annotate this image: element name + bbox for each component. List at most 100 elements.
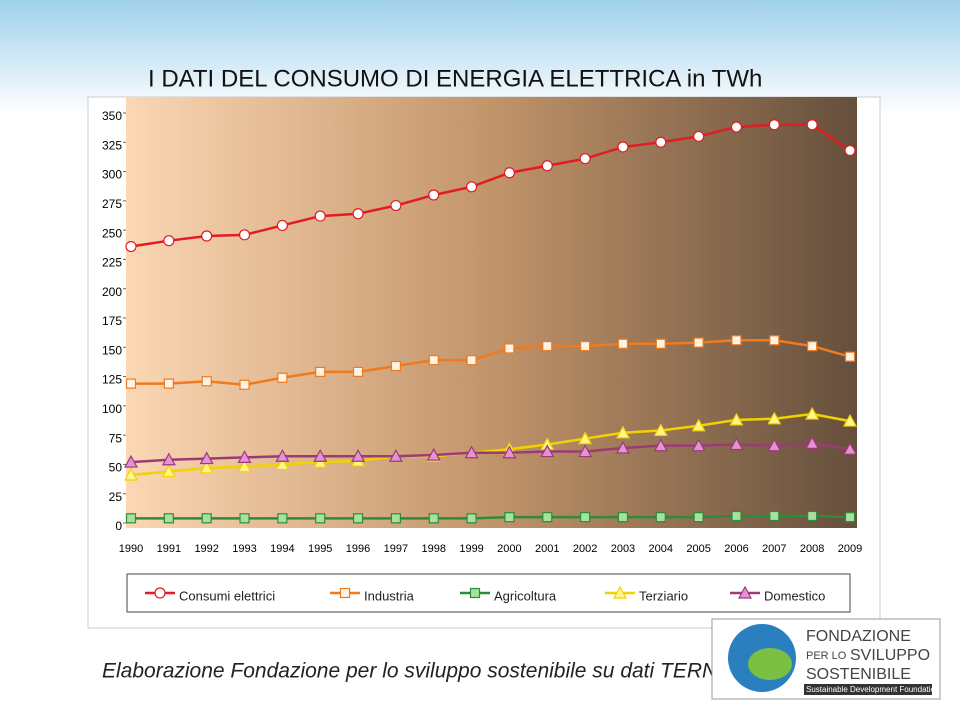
marker (428, 189, 440, 201)
marker (844, 351, 856, 362)
legend-label: Industria (364, 588, 415, 603)
marker (653, 423, 668, 437)
marker (731, 335, 742, 346)
marker (154, 587, 166, 599)
marker (769, 510, 780, 522)
marker (123, 467, 139, 481)
marker (466, 355, 477, 366)
marker (617, 512, 629, 523)
x-tick-label: 2005 (686, 543, 710, 555)
marker (352, 513, 364, 524)
marker (339, 587, 351, 599)
marker (737, 585, 753, 599)
line (131, 339, 851, 387)
marker (277, 513, 288, 524)
series (123, 436, 858, 468)
marker (805, 436, 820, 449)
x-tick-label: 2006 (724, 543, 748, 555)
marker (542, 341, 553, 352)
marker (390, 360, 401, 372)
legend-item: Consumi elettrici (145, 587, 275, 603)
logo-text: FONDAZIONE (806, 628, 911, 645)
logo-text: PER LO (806, 650, 847, 662)
marker (275, 457, 290, 471)
marker (655, 512, 666, 523)
y-tick-label: 200 (102, 285, 122, 299)
marker (201, 230, 213, 242)
line (130, 123, 851, 248)
marker (123, 454, 139, 468)
marker (541, 160, 553, 172)
x-tick-label: 1996 (346, 543, 370, 555)
legend-label: Consumi elettrici (179, 588, 275, 603)
marker (731, 510, 742, 522)
marker (428, 355, 439, 366)
series (125, 335, 856, 390)
marker (693, 130, 705, 143)
marker (351, 448, 366, 462)
y-tick-label: 125 (102, 373, 122, 387)
y-tick-label: 350 (102, 109, 122, 123)
marker (615, 440, 630, 454)
marker (691, 438, 706, 452)
marker (428, 513, 439, 524)
y-tick-label: 225 (102, 256, 122, 270)
x-tick-label: 2001 (535, 543, 559, 555)
marker (693, 512, 704, 523)
marker (239, 513, 250, 524)
x-tick-label: 2008 (800, 543, 824, 555)
marker (540, 444, 555, 458)
legend-item: Domestico (730, 585, 825, 603)
x-tick-label: 1991 (157, 543, 181, 555)
marker (125, 378, 137, 389)
marker (161, 464, 176, 478)
y-tick-label: 100 (102, 402, 122, 416)
logo: FONDAZIONE PER LO SVILUPPO SOSTENIBILE S… (711, 618, 941, 700)
y-tick-label: 75 (109, 431, 123, 445)
y-tick-label: 275 (102, 197, 122, 211)
marker (238, 229, 251, 241)
marker (580, 341, 591, 352)
marker (807, 341, 818, 352)
marker (844, 512, 856, 523)
chart-title: I DATI DEL CONSUMO DI ENERGIA ELETTRICA … (148, 65, 762, 92)
marker (352, 366, 364, 377)
marker (163, 378, 174, 389)
y-tick-label: 300 (102, 168, 122, 182)
marker (314, 210, 326, 222)
x-tick-label: 1994 (270, 543, 294, 555)
x-tick-label: 1995 (308, 543, 332, 555)
marker (769, 335, 780, 346)
legend-item: Terziario (605, 585, 688, 603)
x-tick-label: 2003 (611, 543, 635, 555)
line (130, 412, 851, 477)
marker (691, 418, 706, 432)
marker (466, 513, 477, 524)
marker (578, 431, 593, 445)
marker (201, 376, 212, 387)
marker (842, 413, 858, 427)
marker (729, 437, 744, 451)
marker (768, 119, 780, 131)
marker (352, 208, 364, 220)
marker (313, 448, 328, 462)
series (125, 510, 856, 524)
marker (578, 444, 593, 458)
marker (275, 448, 290, 462)
marker (315, 513, 326, 524)
marker (805, 406, 820, 420)
marker (767, 438, 782, 452)
marker (276, 219, 288, 232)
legend-label: Terziario (639, 588, 688, 603)
legend-label: Agricoltura (494, 588, 557, 603)
logo-text: Sustainable Development Foundation (806, 685, 939, 694)
y-tick-label: 250 (102, 226, 122, 240)
marker (617, 338, 629, 349)
marker (730, 121, 743, 133)
x-tick-label: 2004 (649, 543, 673, 555)
marker (655, 136, 667, 148)
marker (807, 510, 818, 522)
x-tick-label: 2002 (573, 543, 597, 555)
marker (390, 513, 401, 524)
legend-item: Industria (330, 587, 415, 603)
